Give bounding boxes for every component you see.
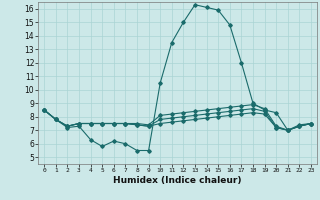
X-axis label: Humidex (Indice chaleur): Humidex (Indice chaleur) <box>113 176 242 185</box>
